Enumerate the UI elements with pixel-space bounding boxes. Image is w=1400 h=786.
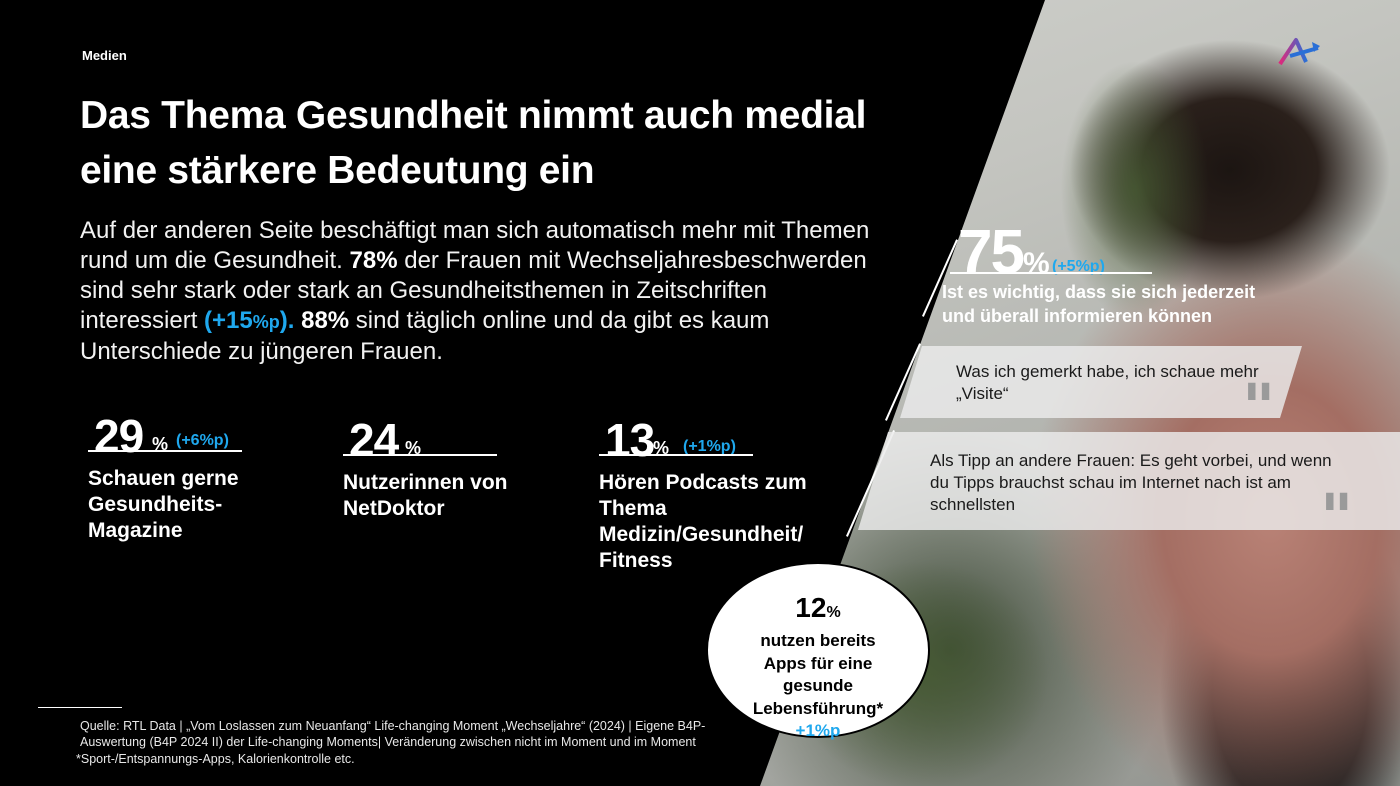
quote-mark-icon: " bbox=[1242, 370, 1276, 445]
highlight-unit: % bbox=[1022, 247, 1050, 280]
intro-figure: 88% bbox=[294, 307, 350, 334]
stat-delta: (+1%p) bbox=[683, 438, 736, 455]
stat-netdoktor: 24 % Nutzerinnen von NetDoktor bbox=[343, 417, 573, 522]
delta-open: (+15 bbox=[204, 307, 253, 334]
page-title: Das Thema Gesundheit nimmt auch medial e… bbox=[80, 88, 940, 198]
stat-bubble-apps: 12% nutzen bereits Apps für eine gesunde… bbox=[706, 562, 930, 740]
section-label: Medien bbox=[82, 48, 127, 63]
quote-text: Was ich gemerkt habe, ich schaue mehr „V… bbox=[956, 362, 1259, 403]
bubble-number: 12 bbox=[795, 592, 827, 623]
stat-podcasts: 13 % (+1%p) Hören Podcasts zum Thema Med… bbox=[599, 417, 829, 574]
stat-delta: (+6%p) bbox=[176, 432, 229, 449]
delta-unit: %p bbox=[252, 312, 280, 332]
stat-underline bbox=[599, 454, 753, 456]
bubble-unit: % bbox=[826, 604, 841, 621]
footer-rule bbox=[38, 707, 122, 708]
highlight-underline bbox=[950, 272, 1152, 274]
stat-description: Schauen gerne Gesundheits-Magazine bbox=[88, 467, 239, 542]
title-line-2: eine stärkere Bedeutung ein bbox=[80, 149, 595, 192]
bubble-value: 12% bbox=[708, 592, 928, 624]
intro-text: der Frauen mit Wechseljahresbeschwerden … bbox=[80, 247, 867, 334]
highlight-description: Ist es wichtig, dass sie sich jederzeit … bbox=[942, 282, 1256, 326]
stat-description: Hören Podcasts zum Thema Medizin/Gesundh… bbox=[599, 471, 807, 572]
bubble-description: nutzen bereits Apps für eine gesunde Leb… bbox=[708, 630, 928, 743]
bubble-delta: +1%p bbox=[795, 721, 841, 740]
brand-logo-a-icon bbox=[1278, 38, 1320, 66]
highlight-delta: (+5%p) bbox=[1052, 258, 1105, 275]
quote-text: Als Tipp an andere Frauen: Es geht vorbe… bbox=[930, 451, 1332, 514]
stat-magazines: 29 % (+6%p) Schauen gerne Gesundheits-Ma… bbox=[88, 413, 318, 544]
quote-mark-icon: " bbox=[1320, 480, 1354, 555]
intro-text: Auf der anderen Seite beschäftigt man si… bbox=[80, 217, 870, 274]
intro-paragraph: Auf der anderen Seite beschäftigt man si… bbox=[80, 216, 870, 367]
source-note: Quelle: RTL Data | „Vom Loslassen zum Ne… bbox=[80, 719, 706, 749]
highlight-number: 75 bbox=[958, 218, 1025, 287]
footnote: *Sport-/Entspannungs-Apps, Kalorienkontr… bbox=[76, 752, 355, 766]
stat-unit: % bbox=[152, 434, 169, 454]
stat-underline bbox=[343, 454, 497, 456]
intro-delta: (+15%p). bbox=[204, 307, 294, 334]
stat-underline bbox=[88, 450, 242, 452]
delta-close: ). bbox=[279, 307, 295, 334]
intro-figure: 78% bbox=[349, 247, 398, 274]
palm-leaves bbox=[1060, 60, 1210, 320]
stat-unit: % bbox=[653, 438, 670, 458]
title-line-1: Das Thema Gesundheit nimmt auch medial bbox=[80, 94, 867, 137]
intro-text: sind täglich online und da gibt es kaum … bbox=[80, 307, 770, 365]
bubble-text: nutzen bereits Apps für eine gesunde Leb… bbox=[752, 631, 884, 718]
quote-card: Als Tipp an andere Frauen: Es geht vorbe… bbox=[858, 432, 1400, 530]
stat-description: Nutzerinnen von NetDoktor bbox=[343, 471, 508, 520]
quote-card: Was ich gemerkt habe, ich schaue mehr „V… bbox=[900, 346, 1302, 418]
stat-unit: % bbox=[405, 438, 422, 458]
